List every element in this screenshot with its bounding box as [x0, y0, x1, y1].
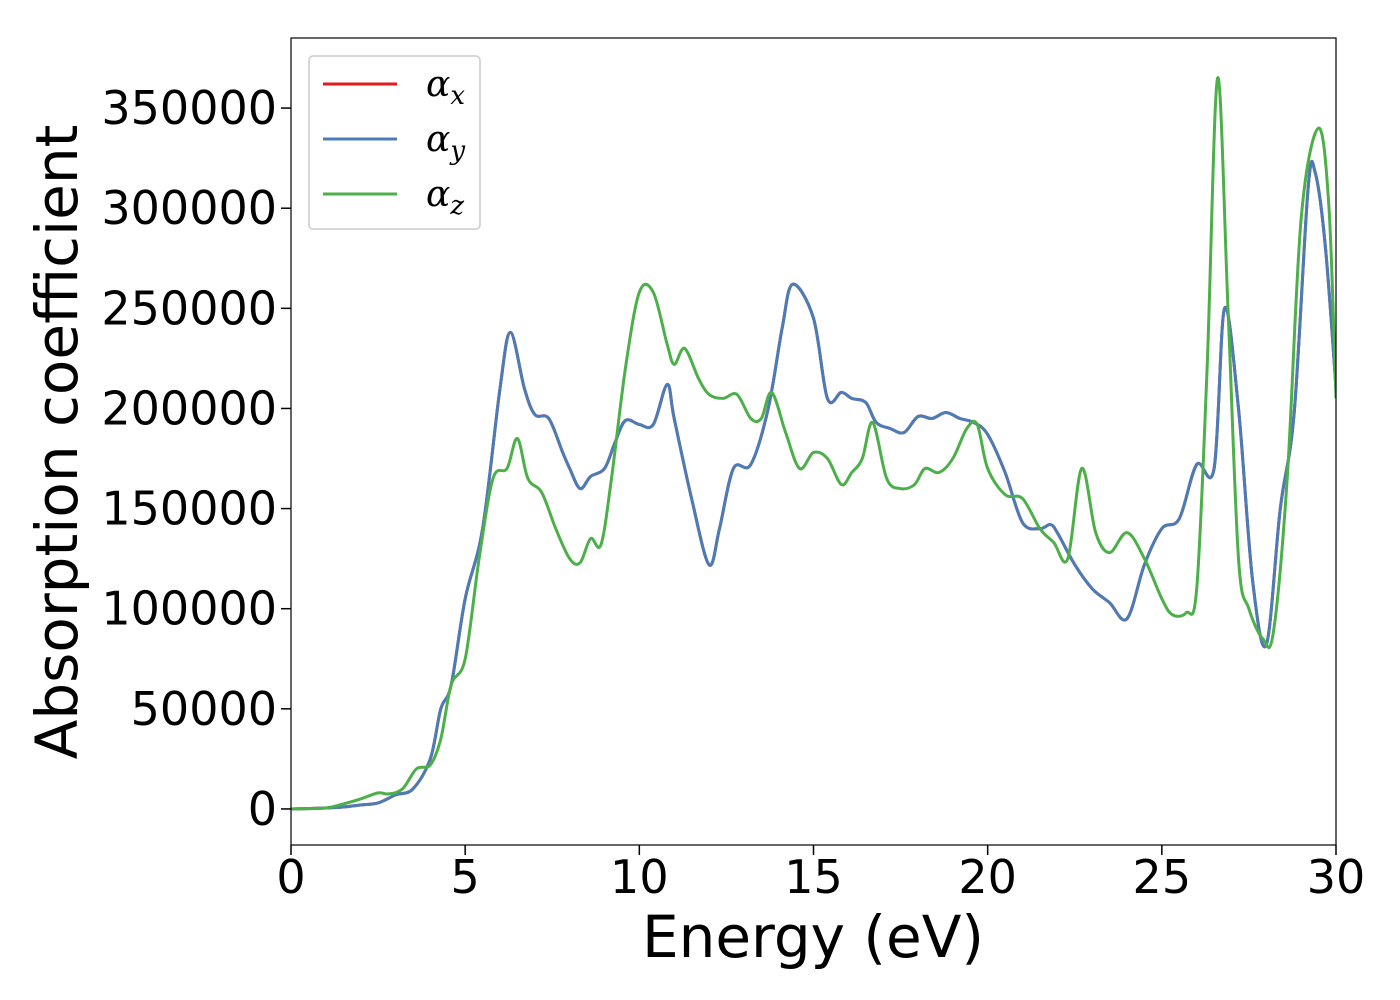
- x-tick-label: 0: [276, 850, 305, 904]
- x-axis-ticks: 0 5 10 15 20 25 30: [276, 845, 1365, 904]
- x-tick-label: 15: [784, 850, 843, 904]
- y-tick-label: 150000: [101, 482, 277, 536]
- x-tick-label: 10: [610, 850, 669, 904]
- y-tick-label: 350000: [101, 81, 277, 135]
- y-axis-ticks: 0 50000 100000 150000 200000 250000 300000 3500…: [101, 81, 291, 836]
- y-tick-label: 300000: [101, 181, 277, 235]
- y-tick-label: 250000: [101, 281, 277, 335]
- x-tick-label: 25: [1133, 850, 1192, 904]
- x-tick-label: 30: [1307, 850, 1366, 904]
- x-tick-label: 5: [451, 850, 480, 904]
- x-axis-title: Energy (eV): [642, 903, 984, 971]
- legend-label-y: αy: [426, 119, 465, 166]
- legend-frame: [308, 55, 481, 230]
- y-tick-label: 50000: [131, 682, 277, 736]
- y-tick-label: 200000: [101, 381, 277, 435]
- y-tick-label: 100000: [101, 582, 277, 636]
- y-axis-title: Absorption coefficient: [23, 125, 91, 760]
- y-tick-label: 0: [248, 782, 277, 836]
- series-line-z: [291, 76, 1336, 811]
- x-tick-label: 20: [958, 850, 1017, 904]
- series-line-y: [291, 160, 1336, 811]
- series-layer: [291, 76, 1336, 811]
